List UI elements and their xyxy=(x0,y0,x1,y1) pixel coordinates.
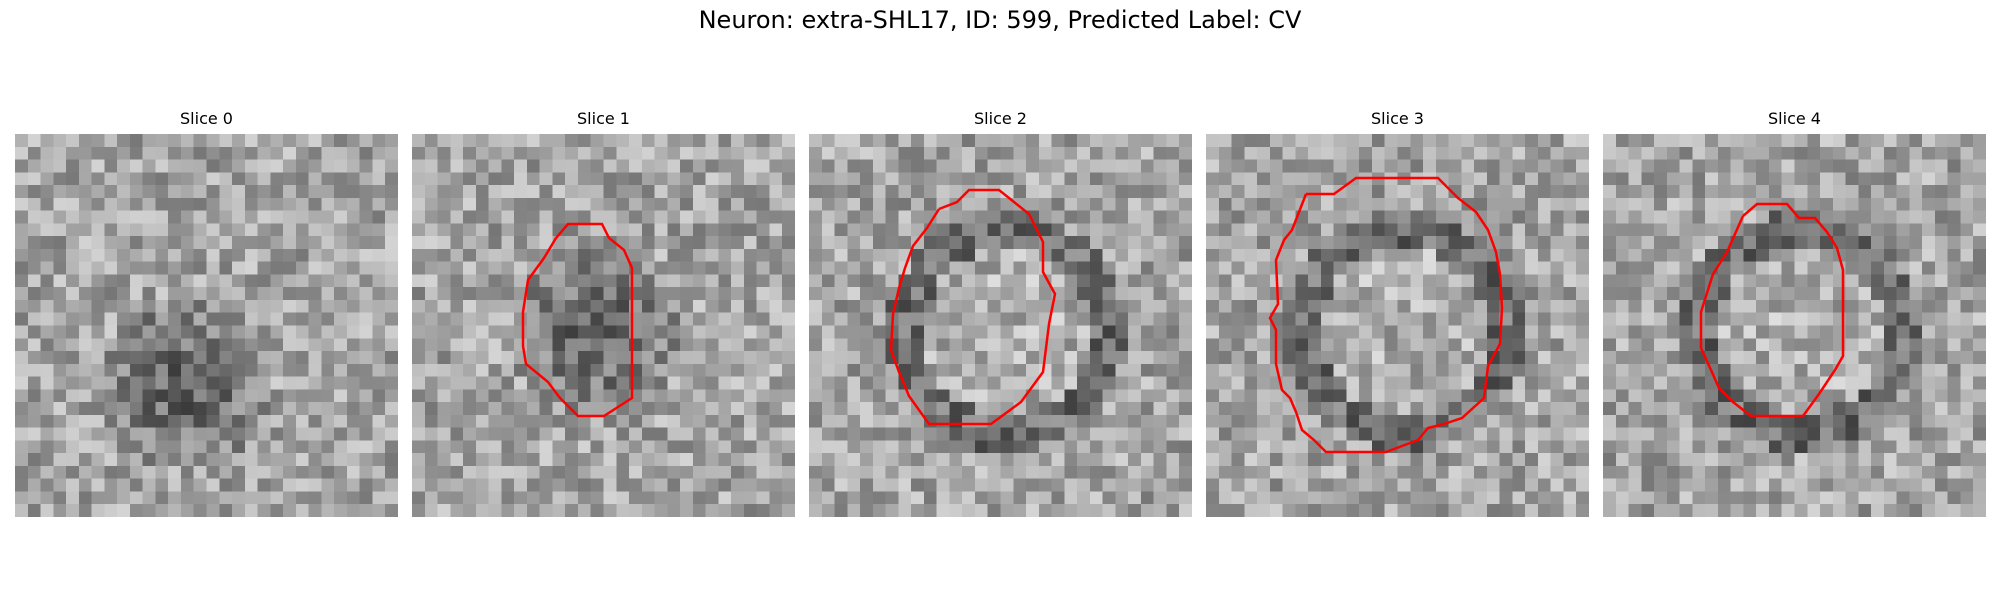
slice-panel-3: Slice 3 xyxy=(1206,108,1589,517)
slice-image-4 xyxy=(1603,134,1986,517)
slice-title-4: Slice 4 xyxy=(1768,109,1821,128)
slice-panel-2: Slice 2 xyxy=(809,108,1192,517)
slice-image-2 xyxy=(809,134,1192,517)
slice-panel-0: Slice 0 xyxy=(15,108,398,517)
slice-image-3 xyxy=(1206,134,1589,517)
slice-image-1 xyxy=(412,134,795,517)
slice-panel-1: Slice 1 xyxy=(412,108,795,517)
slice-title-2: Slice 2 xyxy=(974,109,1027,128)
figure-title: Neuron: extra-SHL17, ID: 599, Predicted … xyxy=(698,6,1302,34)
slice-image-0 xyxy=(15,134,398,517)
slice-panel-4: Slice 4 xyxy=(1603,108,1986,517)
slice-title-0: Slice 0 xyxy=(180,109,233,128)
slice-title-3: Slice 3 xyxy=(1371,109,1424,128)
slice-title-1: Slice 1 xyxy=(577,109,630,128)
